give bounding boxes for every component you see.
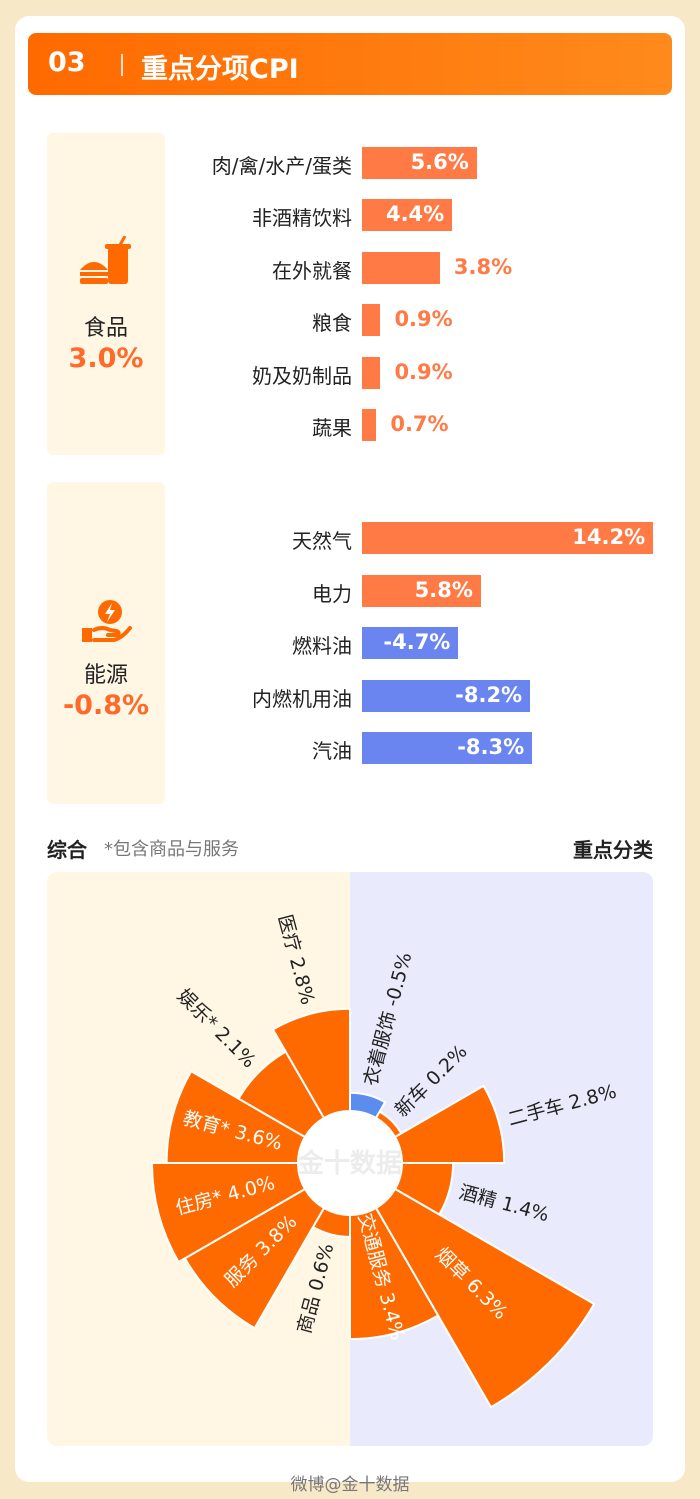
section-header: 03 重点分项CPI xyxy=(28,33,672,95)
food-group-value: 3.0% xyxy=(68,343,144,374)
food-bar xyxy=(362,251,440,284)
food-bar-label: 非酒精饮料 xyxy=(252,206,352,231)
food-bar-label: 粮食 xyxy=(312,311,352,336)
section-number: 03 xyxy=(48,47,86,78)
watermark: 金十数据 xyxy=(297,1148,402,1179)
food-bar xyxy=(362,409,377,441)
food-bar xyxy=(362,147,477,179)
food-bar xyxy=(362,199,453,232)
energy-bar-label: 汽油 xyxy=(312,739,352,763)
energy-bar xyxy=(362,679,531,712)
section-title: 重点分项CPI xyxy=(141,54,299,85)
food-bar-label: 在外就餐 xyxy=(272,258,352,283)
burger-drink-icon xyxy=(80,236,131,284)
energy-bar xyxy=(362,522,654,554)
food-bar-value: 0.9% xyxy=(394,307,453,332)
header-divider xyxy=(121,54,123,76)
footer-credit: 微博@金十数据 xyxy=(290,1475,410,1495)
energy-panel xyxy=(47,482,165,804)
energy-bar-value: -8.3% xyxy=(457,735,525,759)
energy-bar xyxy=(362,732,533,764)
composite-note: *包含商品与服务 xyxy=(104,839,239,860)
key-category-label: 重点分类 xyxy=(573,838,653,862)
food-bar-label: 奶及奶制品 xyxy=(252,363,352,388)
energy-bar-label: 天然气 xyxy=(292,529,352,553)
energy-bar-value: -4.7% xyxy=(383,630,451,654)
hand-energy-icon xyxy=(82,600,132,642)
food-bar-label: 蔬果 xyxy=(312,416,352,440)
food-bar-value: 4.4% xyxy=(385,202,445,227)
food-bar-value: 5.6% xyxy=(410,150,469,174)
food-bar-label: 肉/禽/水产/蛋类 xyxy=(211,154,352,178)
energy-bar xyxy=(362,574,481,607)
composite-label: 综合 xyxy=(47,838,87,862)
food-bar xyxy=(362,356,381,389)
energy-bar xyxy=(362,627,459,659)
energy-group-name: 能源 xyxy=(83,663,128,688)
food-bar-value: 3.8% xyxy=(453,254,513,279)
energy-bar-value: 5.8% xyxy=(414,577,473,602)
energy-bar-label: 燃料油 xyxy=(292,634,352,658)
food-bar-value: 0.7% xyxy=(390,412,449,436)
food-bar xyxy=(362,304,381,337)
food-panel xyxy=(47,133,165,455)
food-bar-value: 0.9% xyxy=(394,359,453,384)
energy-bar-label: 电力 xyxy=(312,581,352,606)
energy-bar-value: -8.2% xyxy=(455,682,523,707)
energy-group-value: -0.8% xyxy=(62,690,150,721)
chart-center xyxy=(298,1111,402,1215)
energy-bar-label: 内燃机用油 xyxy=(252,686,352,711)
radial-chart: 金十数据 商品 0.6% 服务 3.8% 住房* 4.0% 教育* 3.6% 娱乐* 2.… xyxy=(47,872,653,1446)
energy-bar-value: 14.2% xyxy=(572,525,646,549)
food-group-name: 食品 xyxy=(83,316,128,341)
